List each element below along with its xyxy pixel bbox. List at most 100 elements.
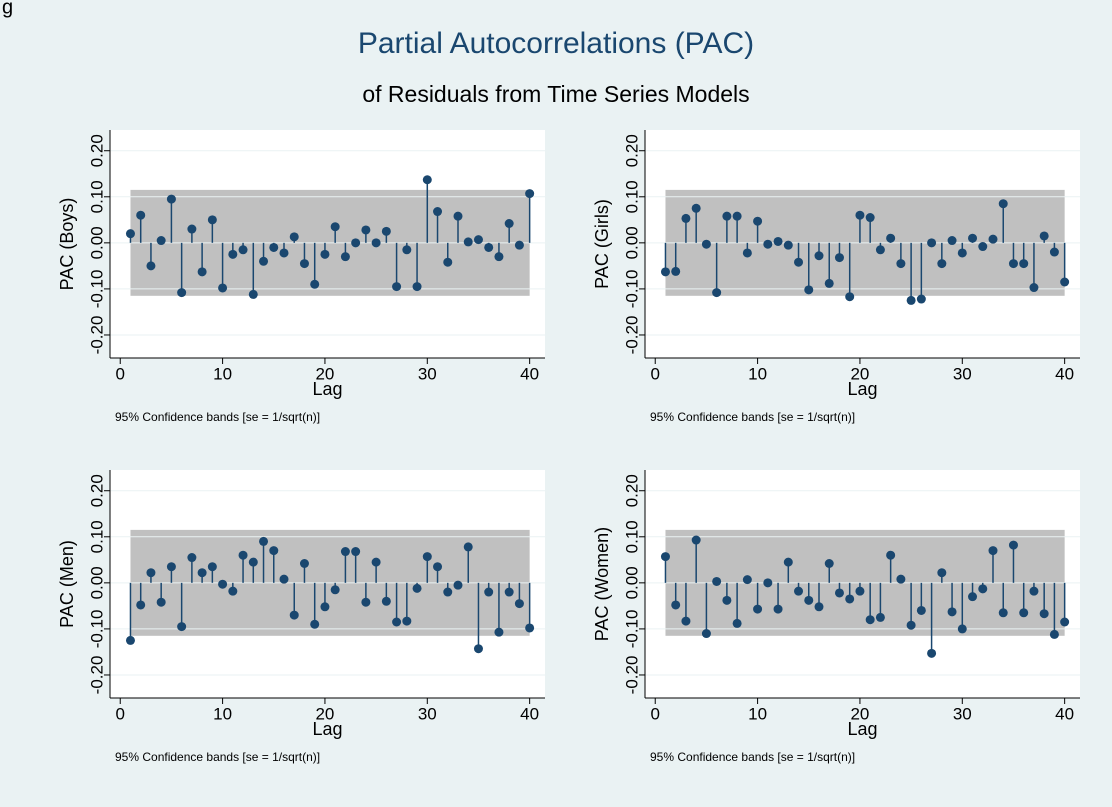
stem-marker	[330, 222, 340, 232]
stem-marker	[340, 252, 350, 262]
x-axis-title: Lag	[847, 379, 877, 399]
x-tick-label: 30	[418, 364, 437, 383]
stem-marker	[886, 550, 896, 560]
stem-marker	[207, 562, 217, 572]
stem-marker	[248, 557, 258, 567]
stem-marker	[742, 575, 752, 585]
stem-marker	[906, 620, 916, 630]
stem-marker	[916, 605, 926, 615]
y-tick-label: -0.10	[622, 610, 641, 649]
stem-marker	[136, 600, 146, 610]
stem-marker	[722, 211, 732, 221]
stem-marker	[824, 559, 834, 569]
x-tick-label: 20	[850, 704, 869, 723]
stem-marker	[330, 585, 340, 595]
stem-marker	[412, 583, 422, 593]
stem-marker	[238, 245, 248, 255]
stem-marker	[712, 288, 722, 298]
stem-marker	[371, 238, 381, 248]
stem-marker	[671, 266, 681, 276]
stem-marker	[177, 288, 187, 298]
stem-marker	[701, 239, 711, 249]
y-tick-label: 0.10	[622, 180, 641, 213]
x-tick-label: 20	[315, 704, 334, 723]
x-axis-title: Lag	[847, 719, 877, 739]
stem-marker	[402, 245, 412, 255]
note: 95% Confidence bands [se = 1/sqrt(n)]	[650, 410, 855, 424]
note: 95% Confidence bands [se = 1/sqrt(n)]	[115, 750, 320, 764]
stem-marker	[691, 203, 701, 213]
stem-marker	[681, 616, 691, 626]
stem-marker	[320, 602, 330, 612]
figure-subtitle: of Residuals from Time Series Models	[362, 81, 749, 107]
stem-marker	[197, 568, 207, 578]
stem-marker	[814, 602, 824, 612]
x-tick-label: 0	[651, 704, 660, 723]
stem-marker	[753, 216, 763, 226]
x-tick-label: 20	[850, 364, 869, 383]
stem-marker	[402, 616, 412, 626]
stem-marker	[473, 644, 483, 654]
y-tick-label: 0.00	[622, 566, 641, 599]
stem-marker	[794, 586, 804, 596]
stem-marker	[998, 199, 1008, 209]
stem-marker	[660, 552, 670, 562]
stem-marker	[340, 547, 350, 557]
y-axis-title: PAC (Men)	[57, 540, 77, 628]
stem-marker	[187, 553, 197, 563]
stem-marker	[1060, 277, 1070, 287]
y-axis-title: PAC (Girls)	[592, 199, 612, 289]
stem-marker	[824, 278, 834, 288]
stem-marker	[514, 599, 524, 609]
stem-marker	[197, 267, 207, 277]
stem-marker	[463, 542, 473, 552]
stem-marker	[763, 578, 773, 588]
stem-marker	[525, 189, 535, 199]
stem-marker	[1049, 629, 1059, 639]
x-tick-label: 40	[1055, 364, 1074, 383]
x-tick-label: 0	[116, 364, 125, 383]
stem-marker	[978, 584, 988, 594]
stem-marker	[259, 256, 269, 266]
stem-marker	[927, 648, 937, 658]
stem-marker	[660, 267, 670, 277]
x-tick-label: 20	[315, 364, 334, 383]
stem-marker	[525, 623, 535, 633]
stem-marker	[1019, 259, 1029, 269]
stem-marker	[957, 248, 967, 258]
stem-marker	[916, 294, 926, 304]
x-tick-label: 10	[213, 364, 232, 383]
stem-marker	[691, 535, 701, 545]
y-tick-label: 0.00	[87, 226, 106, 259]
stem-marker	[351, 238, 361, 248]
stem-marker	[125, 229, 135, 239]
stem-marker	[269, 546, 279, 556]
stem-marker	[927, 238, 937, 248]
note: 95% Confidence bands [se = 1/sqrt(n)]	[115, 410, 320, 424]
stem-marker	[453, 211, 463, 221]
stem-marker	[228, 249, 238, 259]
y-tick-label: -0.20	[87, 656, 106, 695]
stem-marker	[218, 579, 228, 589]
stem-marker	[968, 233, 978, 243]
stem-marker	[845, 292, 855, 302]
stem-marker	[1029, 586, 1039, 596]
stem-marker	[886, 233, 896, 243]
y-axis-title: PAC (Boys)	[57, 198, 77, 291]
stem-marker	[484, 242, 494, 252]
y-tick-label: -0.10	[87, 610, 106, 649]
x-tick-label: 40	[1055, 704, 1074, 723]
stem-marker	[177, 622, 187, 632]
stem-marker	[712, 576, 722, 586]
stem-marker	[783, 240, 793, 250]
stem-marker	[371, 557, 381, 567]
stem-marker	[794, 257, 804, 267]
stem-marker	[1039, 609, 1049, 619]
stem-marker	[504, 219, 514, 229]
stem-marker	[299, 259, 309, 269]
stem-marker	[855, 210, 865, 220]
x-tick-label: 40	[520, 704, 539, 723]
y-tick-label: 0.20	[87, 134, 106, 167]
stem-marker	[238, 550, 248, 560]
y-tick-label: 0.10	[87, 520, 106, 553]
